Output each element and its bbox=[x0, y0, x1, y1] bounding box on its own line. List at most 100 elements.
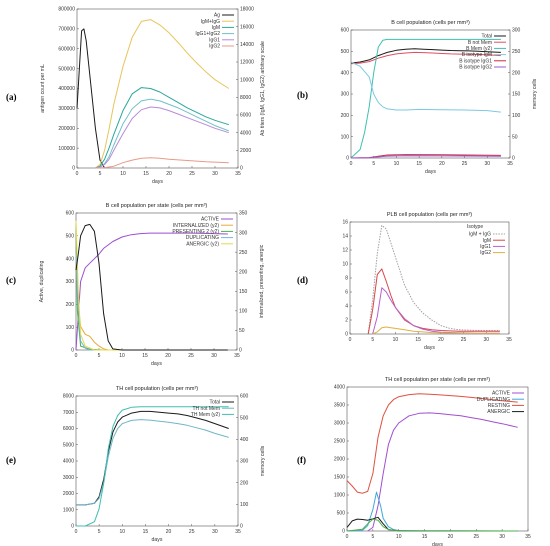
legend-label: B isotype IgG2 bbox=[459, 65, 492, 71]
series-line-igm bbox=[367, 268, 500, 335]
x-tick-label: 25 bbox=[474, 534, 480, 540]
series-line-b-isotype-igg2 bbox=[350, 155, 501, 159]
series-line-total bbox=[350, 48, 501, 64]
y-tick-label: 12 bbox=[342, 248, 348, 254]
x-tick-label: 0 bbox=[76, 171, 79, 177]
series-line-active bbox=[75, 232, 228, 351]
x-tick-label: 10 bbox=[120, 171, 126, 177]
y2-tick-label: 50 bbox=[512, 134, 518, 140]
y-tick-label: 0 bbox=[72, 166, 75, 172]
x-tick-label: 30 bbox=[212, 171, 218, 177]
x-axis-label: days bbox=[425, 169, 436, 175]
x-tick-label: 35 bbox=[235, 171, 241, 177]
legend-label: PRESENTING 2 (y2) bbox=[172, 229, 219, 235]
chart-title: PLB cell population (cells per mm³) bbox=[387, 212, 472, 218]
series-line-b-not-mem bbox=[350, 51, 501, 65]
y-axis-label: Active, duplicating bbox=[39, 260, 45, 302]
y-axis-label: antigen count per mL bbox=[40, 64, 46, 113]
panel-letter: (a) bbox=[6, 92, 17, 102]
chart-title: TH cell population per state (cells per … bbox=[385, 377, 490, 383]
y-tick-label: 600000 bbox=[58, 46, 75, 52]
y2-axis-label: memory cells bbox=[532, 78, 538, 109]
y-tick-label: 0 bbox=[346, 156, 349, 162]
y2-tick-label: 250 bbox=[239, 250, 248, 256]
chart-panel-a: (a)0 5 10 15 20 25 30 3501000002000003000004000… bbox=[6, 7, 266, 185]
y-tick-label: 5000 bbox=[63, 442, 74, 448]
panel-letter: (e) bbox=[6, 455, 16, 465]
chart-title: TH cell population (cells per mm³) bbox=[116, 386, 198, 392]
y-tick-label: 14 bbox=[342, 234, 348, 240]
x-tick-label: 35 bbox=[235, 529, 241, 535]
y-tick-label: 1500 bbox=[334, 475, 345, 481]
y-tick-label: 2500 bbox=[334, 439, 345, 445]
x-axis-label: days bbox=[424, 345, 435, 351]
x-tick-label: 10 bbox=[394, 161, 400, 167]
y2-tick-label: 50 bbox=[239, 328, 245, 334]
x-axis-label: days bbox=[432, 542, 443, 546]
y2-tick-label: 8000 bbox=[240, 95, 251, 101]
y2-tick-label: 100 bbox=[512, 113, 521, 119]
chart-panel-b: (b) B cell population (cells per mm³) 0 5 10… bbox=[297, 20, 538, 175]
y2-tick-label: 200 bbox=[240, 480, 249, 486]
y-tick-label: 200 bbox=[341, 113, 350, 119]
series-line-ag bbox=[76, 28, 106, 169]
y-tick-label: 0 bbox=[71, 348, 74, 354]
legend-label: IgG1 bbox=[480, 244, 491, 250]
chart-title: B cell population per state (cells per m… bbox=[106, 203, 208, 209]
x-tick-label: 20 bbox=[165, 353, 171, 359]
x-tick-label: 5 bbox=[371, 534, 374, 540]
y-tick-label: 500 bbox=[341, 49, 350, 55]
x-tick-label: 30 bbox=[499, 534, 505, 540]
y-tick-label: 3000 bbox=[334, 421, 345, 427]
legend-label: IgM bbox=[483, 238, 491, 244]
x-tick-label: 30 bbox=[485, 161, 491, 167]
y2-tick-label: 350 bbox=[239, 211, 248, 217]
x-tick-label: 25 bbox=[189, 171, 195, 177]
y-tick-label: 8 bbox=[345, 276, 348, 282]
y-tick-label: 3500 bbox=[334, 403, 345, 409]
x-tick-label: 0 bbox=[75, 353, 78, 359]
y2-axis-label: Ab titers (IgM, IgG1, IgG2) arbitrary sc… bbox=[260, 41, 266, 136]
x-tick-label: 0 bbox=[75, 529, 78, 535]
chart-panel-f: (f) TH cell population per state (cells p… bbox=[297, 377, 531, 546]
y-tick-label: 0 bbox=[71, 524, 74, 530]
legend-label: ANERGIC (y2) bbox=[186, 241, 219, 247]
legend-label: DUPLICATING bbox=[186, 235, 219, 241]
series-line-igg1-igg2 bbox=[95, 98, 229, 169]
y-tick-label: 2000 bbox=[334, 457, 345, 463]
x-tick-label: 35 bbox=[506, 337, 512, 343]
y-tick-label: 400 bbox=[66, 256, 75, 262]
series-line-igg1 bbox=[95, 106, 229, 169]
x-tick-label: 15 bbox=[143, 171, 149, 177]
x-tick-label: 0 bbox=[349, 337, 352, 343]
y-tick-label: 8000 bbox=[63, 394, 74, 400]
series-line-unlabeled-5 bbox=[75, 223, 228, 351]
series-line-duplicating bbox=[346, 491, 518, 532]
x-tick-label: 25 bbox=[188, 353, 194, 359]
y-tick-label: 4000 bbox=[63, 459, 74, 465]
x-tick-label: 20 bbox=[438, 337, 444, 343]
y2-tick-label: 0 bbox=[240, 166, 243, 172]
x-tick-label: 30 bbox=[212, 529, 218, 535]
y2-tick-label: 14000 bbox=[240, 42, 254, 48]
y-tick-label: 100 bbox=[66, 325, 75, 331]
x-tick-label: 10 bbox=[393, 337, 399, 343]
y-tick-label: 7000 bbox=[63, 410, 74, 416]
x-tick-label: 0 bbox=[346, 534, 349, 540]
series-line-b-mem-y2- bbox=[350, 38, 501, 159]
y-tick-label: 500 bbox=[66, 234, 75, 240]
legend-label: B not Mem bbox=[468, 40, 492, 46]
series-line-b-isotype-igm bbox=[350, 61, 501, 113]
legend-label: IgM bbox=[212, 25, 220, 31]
y2-tick-label: 12000 bbox=[240, 60, 254, 66]
legend-label: Total bbox=[481, 34, 492, 40]
x-tick-label: 20 bbox=[166, 529, 172, 535]
x-tick-label: 35 bbox=[507, 161, 513, 167]
legend-label: IgG1+IgG2 bbox=[195, 31, 220, 37]
x-tick-label: 20 bbox=[166, 171, 172, 177]
chart-panel-e: (e) TH cell population (cells per mm³) 0 5 1… bbox=[6, 386, 266, 543]
